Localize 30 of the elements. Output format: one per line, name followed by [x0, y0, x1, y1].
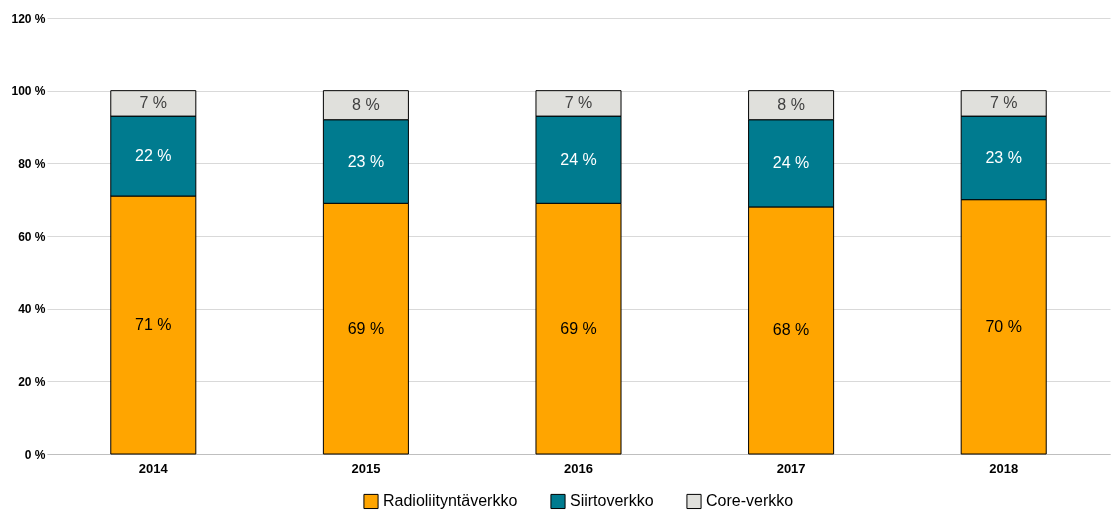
- data-label: 69 %: [560, 319, 597, 337]
- data-label: 71 %: [135, 316, 172, 334]
- data-label: 7 %: [989, 94, 1018, 112]
- x-tick-label: 2016: [564, 460, 593, 476]
- x-tick-label: 2017: [776, 460, 806, 476]
- data-label: 24 %: [772, 154, 810, 172]
- x-tick-label: 2015: [351, 460, 381, 476]
- data-label: 68 %: [772, 321, 810, 339]
- y-tick-label: 120 %: [11, 11, 46, 26]
- y-tick-label: 0 %: [24, 447, 46, 462]
- data-label: 7 %: [139, 94, 168, 112]
- data-label: 24 %: [560, 150, 597, 168]
- y-tick-label: 60 %: [18, 229, 46, 244]
- legend-label: Siirtoverkko: [570, 492, 654, 510]
- x-tick-label: 2018: [989, 460, 1019, 476]
- legend-label: Radioliityntäverkko: [383, 492, 518, 510]
- y-tick-label: 40 %: [18, 302, 46, 317]
- data-label: 22 %: [135, 147, 172, 165]
- legend-label: Core-verkko: [706, 492, 794, 510]
- data-label: 23 %: [347, 152, 385, 170]
- data-label: 8 %: [777, 96, 805, 114]
- data-label: 8 %: [352, 96, 380, 114]
- x-tick-label: 2014: [138, 460, 169, 476]
- y-tick-label: 20 %: [18, 374, 46, 389]
- data-label: 70 %: [985, 317, 1022, 335]
- data-label: 23 %: [985, 148, 1022, 166]
- y-tick-label: 80 %: [18, 156, 46, 171]
- data-label: 7 %: [564, 94, 593, 112]
- data-label: 69 %: [347, 319, 385, 337]
- y-tick-label: 100 %: [11, 84, 46, 99]
